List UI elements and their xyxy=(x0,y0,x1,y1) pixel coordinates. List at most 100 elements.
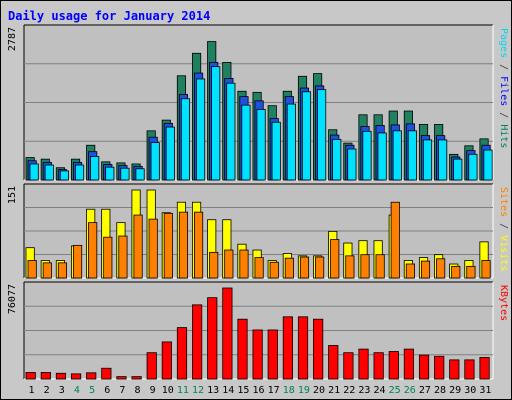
bar-sites-day-19 xyxy=(299,256,310,279)
bar-kbytes-day-15 xyxy=(237,318,248,380)
day-label-26: 26 xyxy=(404,385,416,396)
bar-pages-day-15 xyxy=(241,104,251,181)
bar-pages-day-31 xyxy=(483,149,493,181)
panel-label-visits: Sites / Visits xyxy=(498,187,509,271)
day-label-19: 19 xyxy=(298,385,310,396)
day-label-21: 21 xyxy=(328,385,340,396)
bar-pages-day-13 xyxy=(211,66,221,181)
day-label-7: 7 xyxy=(119,385,125,396)
panel-label-part: / xyxy=(498,58,509,76)
panel-label-part: / xyxy=(498,106,509,124)
bar-pages-day-1 xyxy=(29,163,39,181)
bar-kbytes-day-7 xyxy=(116,376,127,380)
bar-kbytes-day-23 xyxy=(358,348,369,380)
bar-sites-day-2 xyxy=(42,262,52,279)
bar-pages-day-22 xyxy=(347,148,357,181)
day-label-16: 16 xyxy=(252,385,264,396)
bar-pages-day-6 xyxy=(105,166,115,181)
panel-label-part: Hits xyxy=(498,124,509,148)
panel-label-part: KBytes xyxy=(498,285,509,321)
day-label-31: 31 xyxy=(479,385,491,396)
day-label-13: 13 xyxy=(207,385,219,396)
bar-kbytes-day-30 xyxy=(464,359,475,380)
panel-label-part: / xyxy=(498,217,509,235)
bar-kbytes-day-27 xyxy=(418,354,430,380)
bar-sites-day-18 xyxy=(284,257,294,279)
y-max-label-kbytes: 76077 xyxy=(7,284,18,314)
bar-pages-day-9 xyxy=(150,142,160,181)
bar-kbytes-day-26 xyxy=(403,348,415,380)
day-label-3: 3 xyxy=(59,385,65,396)
bar-sites-day-23 xyxy=(360,254,370,279)
bar-kbytes-day-2 xyxy=(40,372,51,380)
bar-pages-day-12 xyxy=(196,78,206,181)
bar-sites-day-31 xyxy=(481,260,491,279)
bar-pages-day-20 xyxy=(317,89,327,181)
day-label-1: 1 xyxy=(29,385,35,396)
bar-pages-day-5 xyxy=(90,156,100,181)
day-label-12: 12 xyxy=(192,385,204,396)
bar-pages-day-14 xyxy=(226,82,236,181)
bar-pages-day-10 xyxy=(165,126,175,181)
bar-sites-day-13 xyxy=(209,251,219,279)
bar-pages-day-7 xyxy=(120,167,130,181)
bar-pages-day-8 xyxy=(135,168,145,181)
panel-label-part: Visits xyxy=(498,235,509,271)
bar-sites-day-4 xyxy=(72,244,83,279)
bar-sites-day-7 xyxy=(118,235,128,279)
bar-sites-day-3 xyxy=(57,262,67,279)
bar-pages-day-27 xyxy=(422,139,433,181)
bar-sites-day-1 xyxy=(27,260,37,279)
day-label-28: 28 xyxy=(434,385,446,396)
chart-title: Daily usage for January 2014 xyxy=(8,9,211,23)
bar-kbytes-day-11 xyxy=(176,327,188,380)
panel-label-part: Sites xyxy=(498,187,509,217)
day-label-14: 14 xyxy=(222,385,234,396)
bar-sites-day-28 xyxy=(436,258,446,279)
bar-sites-day-30 xyxy=(466,265,476,279)
day-label-30: 30 xyxy=(464,385,476,396)
bar-pages-day-25 xyxy=(392,130,402,181)
day-label-8: 8 xyxy=(134,385,140,396)
bar-pages-day-23 xyxy=(362,130,372,181)
bar-sites-day-24 xyxy=(375,254,385,279)
day-label-2: 2 xyxy=(44,385,50,396)
bar-kbytes-day-5 xyxy=(86,372,97,380)
day-label-25: 25 xyxy=(389,385,401,396)
bar-kbytes-day-1 xyxy=(25,372,36,380)
bar-pages-day-11 xyxy=(180,98,191,181)
bar-kbytes-day-13 xyxy=(207,297,218,380)
bar-kbytes-day-6 xyxy=(101,367,112,380)
bar-kbytes-day-21 xyxy=(328,345,339,380)
day-label-23: 23 xyxy=(358,385,370,396)
bar-pages-day-24 xyxy=(377,132,387,181)
bar-sites-day-21 xyxy=(330,239,340,279)
bar-pages-day-18 xyxy=(286,103,296,181)
y-max-label-visits: 151 xyxy=(7,186,18,204)
bar-sites-day-17 xyxy=(269,261,279,279)
bar-sites-day-26 xyxy=(405,263,415,279)
bar-sites-day-8 xyxy=(133,214,143,279)
bar-kbytes-day-16 xyxy=(252,329,263,380)
bar-sites-day-15 xyxy=(239,249,249,279)
panel-label-traffic: Pages / Files / Hits xyxy=(498,28,509,148)
day-label-9: 9 xyxy=(150,385,156,396)
bar-sites-day-22 xyxy=(345,255,355,279)
bar-pages-day-30 xyxy=(468,153,478,181)
bar-sites-day-6 xyxy=(103,236,113,279)
bar-kbytes-day-12 xyxy=(192,304,203,380)
bar-sites-day-29 xyxy=(451,265,461,279)
bar-kbytes-day-9 xyxy=(146,352,157,380)
bar-sites-day-25 xyxy=(390,201,400,279)
day-label-15: 15 xyxy=(237,385,249,396)
bar-kbytes-day-20 xyxy=(313,318,324,380)
bar-pages-day-19 xyxy=(301,91,312,181)
bar-pages-day-28 xyxy=(438,139,448,181)
bar-kbytes-day-8 xyxy=(131,376,142,380)
day-label-29: 29 xyxy=(449,385,461,396)
day-label-27: 27 xyxy=(419,385,431,396)
bar-kbytes-day-14 xyxy=(222,287,233,380)
bar-sites-day-27 xyxy=(420,260,431,279)
